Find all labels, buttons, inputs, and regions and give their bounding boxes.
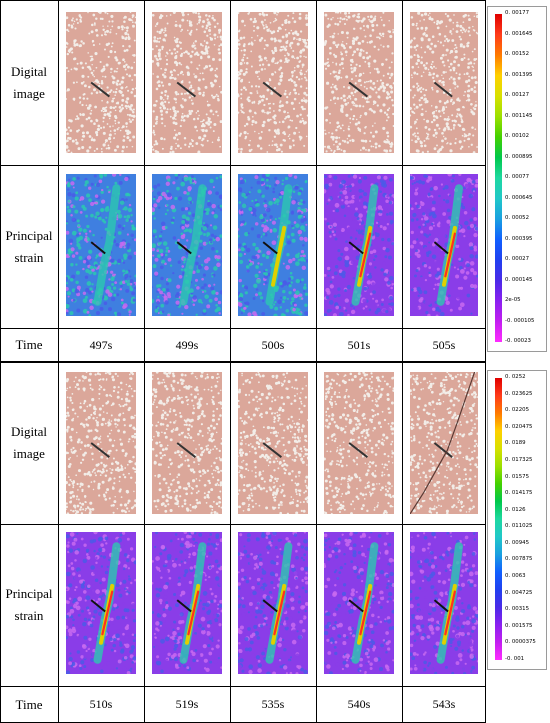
column-divider <box>230 0 231 723</box>
colorbar-tick-label: 0. 00027 <box>505 256 530 262</box>
colorbar-tick-label: 0. 00077 <box>505 174 530 180</box>
row-divider <box>0 328 486 329</box>
time-top-4: 501s <box>347 337 371 352</box>
colorbar-tick-label: 0. 000395 <box>505 235 533 242</box>
colorbar-tick-label: 0. 020475 <box>505 423 533 430</box>
label-digital-image-top: Digital image <box>10 63 48 101</box>
colorbar-tick-label: 0. 0189 <box>505 440 526 447</box>
colorbar-tick-label: 0. 001645 <box>505 30 533 37</box>
digital-image-top-1 <box>66 12 136 153</box>
digital-image-bottom-5 <box>410 372 478 514</box>
colorbar-tick-label: -0. 00023 <box>505 338 531 344</box>
colorbar-tick-label: 0. 01575 <box>505 473 530 480</box>
label-time-top: Time <box>15 337 43 352</box>
digital-image-top-5 <box>410 12 478 153</box>
time-bottom-5: 543s <box>432 697 456 711</box>
strain-map-top-2 <box>152 174 222 316</box>
strain-map-bottom-4 <box>324 532 394 674</box>
label-digital-image-bottom: Digital image <box>10 424 48 461</box>
strain-map-bottom-3 <box>238 532 308 674</box>
colorbar-tick-label: 0. 014175 <box>505 490 533 497</box>
colorbar-ramp <box>495 378 502 660</box>
label-time-bottom: Time <box>15 696 43 712</box>
digital-image-bottom-3 <box>238 372 308 514</box>
row-divider <box>0 524 486 525</box>
colorbar-tick-label: 0. 001395 <box>505 71 533 78</box>
digital-image-top-4 <box>324 12 394 153</box>
colorbar-tick-label: 0. 0252 <box>505 374 526 380</box>
time-top-2: 499s <box>175 337 199 352</box>
colorbar-tick-label: 0. 000145 <box>505 276 533 283</box>
digital-image-bottom-4 <box>324 372 394 514</box>
digital-image-top-3 <box>238 12 308 153</box>
strain-map-bottom-1 <box>66 532 136 674</box>
colorbar-tick-label: 0. 017325 <box>505 456 533 463</box>
strain-map-top-1 <box>66 174 136 316</box>
row-divider <box>0 165 486 166</box>
colorbar-bottom: 0. 0252 0. 023625 0. 02205 0. 020475 0. 0189… <box>487 370 547 670</box>
strain-map-bottom-2 <box>152 532 222 674</box>
table-border-top <box>0 0 486 1</box>
time-top-3: 500s <box>261 337 285 352</box>
colorbar-tick-label: 0. 011025 <box>505 523 533 530</box>
colorbar-tick-label: 0. 00127 <box>505 92 530 98</box>
digital-image-bottom-2 <box>152 372 222 514</box>
colorbar-tick-label: 0. 00945 <box>505 539 530 546</box>
time-top-5: 505s <box>432 337 456 352</box>
digital-image-bottom-1 <box>66 372 136 514</box>
label-principal-strain-bottom: Principal strain <box>5 586 53 623</box>
time-top-1: 497s <box>89 337 113 352</box>
colorbar-tick-label: 0. 007875 <box>505 556 533 563</box>
colorbar-top: 0. 00177 0. 001645 0. 00152 0. 001395 0. 001… <box>487 6 547 352</box>
colorbar-tick-label: 0. 0126 <box>505 506 526 513</box>
colorbar-tick-label: 0. 00052 <box>505 215 530 221</box>
column-divider <box>58 0 59 723</box>
strain-map-top-5 <box>410 174 478 316</box>
time-bottom-2: 519s <box>175 697 199 711</box>
colorbar-tick-label: 0. 001575 <box>505 622 533 629</box>
figure-table: Digital image Principal strain Time Digi… <box>0 0 486 723</box>
colorbar-tick-label: 0. 02205 <box>505 407 530 414</box>
colorbar-tick-label: -0. 000105 <box>505 317 535 324</box>
time-bottom-3: 535s <box>261 697 285 711</box>
column-divider <box>144 0 145 723</box>
strain-map-bottom-5 <box>410 532 478 674</box>
colorbar-tick-label: 0. 0063 <box>505 573 526 580</box>
colorbar-tick-label: 0. 004725 <box>505 589 533 596</box>
colorbar-tick-label: 0. 00152 <box>505 51 530 57</box>
colorbar-tick-label: 0. 00177 <box>505 10 530 16</box>
column-divider <box>402 0 403 723</box>
colorbar-ramp <box>495 14 502 342</box>
panel-divider <box>0 361 486 363</box>
column-divider <box>316 0 317 723</box>
strain-map-top-3 <box>238 174 308 316</box>
colorbar-tick-label: 0. 00315 <box>505 606 530 613</box>
digital-image-top-2 <box>152 12 222 153</box>
colorbar-tick-label: -0. 001 <box>505 656 525 662</box>
label-principal-strain-top: Principal strain <box>5 227 53 265</box>
colorbar-tick-label: 2e-05 <box>505 297 521 303</box>
time-bottom-1: 510s <box>89 697 113 711</box>
colorbar-tick-label: 0. 001145 <box>505 112 533 119</box>
time-bottom-4: 540s <box>347 697 371 711</box>
colorbar-tick-label: 0. 00102 <box>505 133 530 139</box>
strain-map-top-4 <box>324 174 394 316</box>
row-divider <box>0 686 486 687</box>
colorbar-tick-label: 0. 0000375 <box>505 639 536 646</box>
colorbar-tick-label: 0. 023625 <box>505 390 533 397</box>
colorbar-tick-label: 0. 000895 <box>505 153 533 160</box>
colorbar-tick-label: 0. 000645 <box>505 194 533 201</box>
